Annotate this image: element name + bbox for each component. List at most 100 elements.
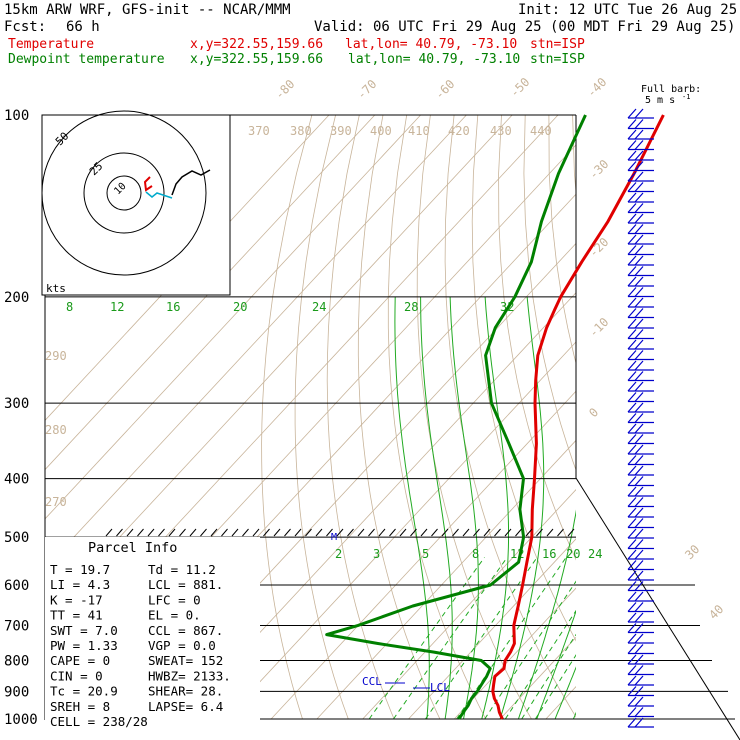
hatch-mark <box>462 528 470 537</box>
hatch-mark <box>452 528 459 537</box>
hatch-mark <box>221 528 228 537</box>
hatch-mark <box>515 528 522 537</box>
parcel-info-right: SHEAR= 28. <box>148 684 223 699</box>
hatch-mark <box>116 528 123 537</box>
wind-barb-flag <box>634 108 644 119</box>
mixing-ratio-line <box>456 557 567 720</box>
wind-barb-flag <box>627 623 637 633</box>
theta-label: 390 <box>330 124 352 138</box>
wind-barb-flag <box>627 644 637 654</box>
wind-barb-flag <box>634 633 644 644</box>
hatch-mark <box>473 528 480 537</box>
wind-barb-flag <box>634 654 644 665</box>
wind-barb-flag <box>634 255 644 266</box>
isotherm-line <box>45 115 330 421</box>
pressure-tick-label: 400 <box>4 472 29 488</box>
wind-barb-flag <box>627 717 637 728</box>
hatch-mark <box>179 528 186 537</box>
parcel-info-right: HWBZ= 2133. <box>148 668 231 683</box>
wind-barbs <box>627 108 654 728</box>
isotherm-line <box>545 686 576 720</box>
wind-barb-flag <box>627 245 637 255</box>
legend-dew-label: Dewpoint temperature <box>8 52 165 67</box>
wind-barb-flag <box>627 665 637 675</box>
hatch-mark <box>336 528 344 537</box>
wind-barb-flag <box>634 245 644 255</box>
wind-barb-flag <box>634 297 644 308</box>
dry-adiabat-line <box>691 115 740 719</box>
legend-dew-stn: stn=ISP <box>530 52 585 67</box>
thetae-label: 16 <box>166 300 180 314</box>
moist-adiabat-line <box>536 609 576 720</box>
isotherm-label: -70 <box>354 77 379 102</box>
parcel-info-left: PW = 1.33 <box>50 638 118 653</box>
mixing-ratio-line <box>484 580 576 720</box>
mixing-ratio-label: 2 <box>335 547 342 561</box>
hatch-mark <box>483 528 491 537</box>
hatch-mark <box>126 528 134 537</box>
parcel-info-left: SREH = 8 <box>50 699 110 714</box>
wind-barb-flag <box>627 528 637 539</box>
hodo-units: kts <box>46 282 66 295</box>
theta-label: 380 <box>290 124 312 138</box>
isotherm-line <box>45 115 421 520</box>
wind-barb-flag <box>627 444 637 455</box>
hatch-mark <box>567 528 575 537</box>
theta-label: 430 <box>490 124 512 138</box>
pressure-tick-label: 200 <box>4 290 29 306</box>
theta-label: 400 <box>370 124 392 138</box>
wind-barb-flag <box>634 339 644 350</box>
dry-adiabat-line <box>548 115 576 365</box>
wind-barb-flag <box>634 455 644 465</box>
wind-barb-flag <box>627 486 637 497</box>
wind-barb-flag <box>627 476 637 486</box>
pressure-tick-label: 800 <box>4 653 29 669</box>
wind-barb-flag <box>634 528 644 539</box>
wind-barb-flag <box>634 150 644 161</box>
hatch-mark <box>410 528 417 537</box>
mixing-ratio-line <box>368 557 485 720</box>
hatch-mark <box>326 528 333 537</box>
dry-adiabat-line <box>261 115 313 720</box>
wind-barb-flag <box>627 308 637 318</box>
mixing-ratio-label: 20 <box>566 547 580 561</box>
hatch-mark <box>305 528 312 537</box>
wind-barb-flag <box>634 213 644 224</box>
hatch-mark <box>200 528 207 537</box>
wind-barb-flag <box>627 234 637 245</box>
wind-barb-flag <box>634 161 644 171</box>
isotherm-line <box>45 115 467 569</box>
wind-barb-flag <box>634 518 644 528</box>
hatch-mark <box>494 528 501 537</box>
wind-barb-flag <box>627 675 637 686</box>
wind-barb-flag <box>634 140 644 150</box>
profile-lines <box>325 114 665 720</box>
wind-barb-flag <box>634 539 644 549</box>
isotherm-label: 40 <box>706 602 726 622</box>
wind-barb-flag <box>627 413 637 423</box>
mixing-ratio-label: 3 <box>373 547 380 561</box>
wind-barb-flag <box>627 539 637 549</box>
wind-barb-flag <box>634 444 644 455</box>
theta-label: 290 <box>45 349 67 363</box>
wind-barb-flag <box>634 717 644 728</box>
mixing-ratio-line <box>521 633 576 720</box>
parcel-info-right: Td = 11.2 <box>148 562 216 577</box>
parcel-info-right: SWEAT= 152 <box>148 653 223 668</box>
wind-barb-flag <box>627 213 637 224</box>
wind-barb-flag <box>627 497 637 507</box>
hodo-ring-10 <box>106 175 142 211</box>
wind-barb-flag <box>634 570 644 581</box>
dry-adiabat-line <box>471 115 576 642</box>
wind-barb-flag <box>634 171 644 182</box>
isotherm-label: 0 <box>586 405 601 420</box>
legend-temp-label: Temperature <box>8 37 94 52</box>
moist-adiabat-line <box>572 711 576 720</box>
wind-barb-flag <box>634 707 644 717</box>
valid-time: Valid: 06 UTC Fri 29 Aug 25 (00 MDT Fri … <box>314 19 735 35</box>
wind-barb-flag <box>627 129 637 140</box>
annotation-lcl: LCL <box>430 681 450 694</box>
wind-barb-flag <box>627 360 637 371</box>
wind-barb-flag <box>627 140 637 150</box>
thetae-label: 20 <box>233 300 247 314</box>
